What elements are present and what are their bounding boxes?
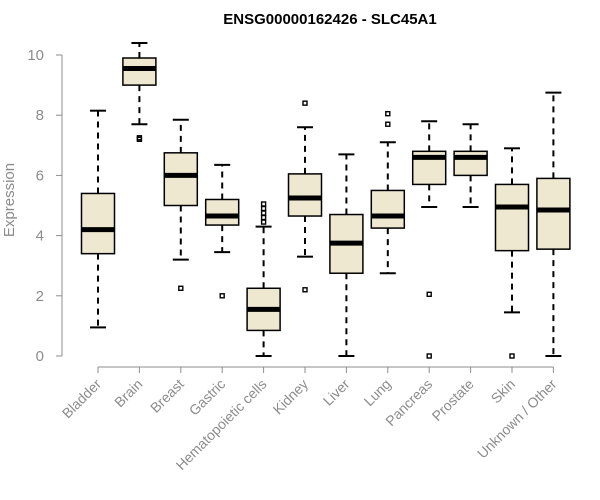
y-tick-label: 10: [27, 47, 44, 64]
iqr-box: [494, 183, 530, 252]
y-tick-label: 0: [36, 348, 44, 365]
outlier-point: [385, 110, 391, 117]
box-brain: [122, 41, 157, 142]
box-unknown-other: [536, 91, 571, 357]
y-tick-label: 8: [36, 107, 44, 124]
outlier-point: [178, 285, 184, 291]
iqr-box: [80, 192, 116, 255]
outlier-point: [509, 353, 515, 359]
outlier-point: [260, 205, 267, 212]
x-tick-label: Prostate: [429, 376, 477, 424]
x-tick-label: Bladder: [59, 376, 105, 422]
outlier-point: [426, 353, 432, 359]
outlier-point: [385, 121, 391, 127]
y-tick-label: 4: [36, 228, 44, 245]
iqr-box: [536, 177, 571, 250]
box-hematopoietic-cells: [246, 201, 281, 357]
outlier-point: [260, 219, 267, 225]
x-tick-label: Unknown / Other: [474, 376, 560, 462]
iqr-box: [370, 189, 406, 229]
x-tick-label: Liver: [320, 376, 353, 409]
box-gastric: [204, 163, 240, 299]
box-bladder: [80, 109, 116, 329]
outlier-point: [260, 201, 267, 207]
y-tick-label: 2: [36, 288, 44, 305]
box-prostate: [453, 123, 488, 209]
outlier-point: [426, 291, 432, 297]
x-tick-label: Lung: [361, 376, 394, 409]
box-breast: [163, 118, 199, 291]
box-liver: [329, 153, 364, 357]
iqr-box: [204, 198, 240, 226]
outlier-point: [260, 210, 267, 216]
outlier-point: [219, 293, 225, 299]
y-tick-label: 6: [36, 167, 44, 184]
x-tick-label: Breast: [147, 376, 187, 416]
iqr-box: [287, 173, 323, 217]
y-axis: 0 2 4 6 8 10: [27, 47, 63, 365]
x-tick-label: Brain: [111, 376, 145, 410]
box-pancreas: [411, 120, 447, 359]
plot-area: [80, 41, 571, 359]
iqr-box: [122, 57, 157, 86]
box-kidney: [287, 100, 323, 293]
outlier-point: [302, 287, 308, 293]
outlier-point: [302, 100, 308, 106]
chart-title: ENSG00000162426 - SLC45A1: [223, 11, 436, 28]
box-skin: [494, 147, 530, 359]
outlier-point: [260, 214, 267, 221]
box-lung: [370, 110, 406, 275]
y-axis-label: Expression: [1, 163, 18, 237]
x-tick-label: Skin: [488, 376, 519, 407]
x-tick-label: Kidney: [270, 376, 312, 418]
iqr-box: [163, 152, 199, 207]
outlier-point: [136, 135, 143, 141]
